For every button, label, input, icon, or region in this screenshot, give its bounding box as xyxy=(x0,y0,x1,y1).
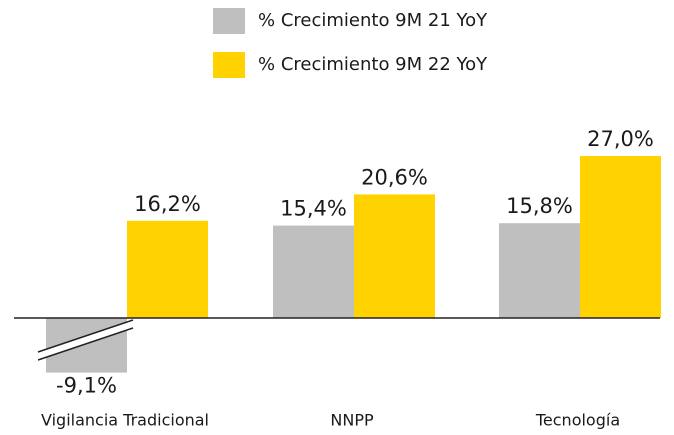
axis-break xyxy=(36,320,135,360)
legend-swatch xyxy=(213,52,245,78)
bar xyxy=(499,223,580,318)
legend-label: % Crecimiento 9M 21 YoY xyxy=(258,10,488,31)
legend-swatch xyxy=(213,8,245,34)
data-label: -9,1% xyxy=(56,374,117,398)
data-label: 20,6% xyxy=(361,165,428,189)
category-label: Vigilancia Tradicional xyxy=(41,411,209,430)
category-label: NNPP xyxy=(330,411,374,430)
bar xyxy=(127,220,208,318)
bar xyxy=(354,194,435,318)
data-label: 27,0% xyxy=(587,127,654,151)
data-label: 15,8% xyxy=(506,194,573,218)
category-label: Tecnología xyxy=(535,411,620,430)
bar xyxy=(580,156,661,318)
data-label: 16,2% xyxy=(134,192,201,216)
data-label: 15,4% xyxy=(280,197,347,221)
bar xyxy=(273,225,354,318)
legend-label: % Crecimiento 9M 22 YoY xyxy=(258,54,488,75)
axis-break xyxy=(37,327,134,361)
axis-break xyxy=(37,319,134,353)
